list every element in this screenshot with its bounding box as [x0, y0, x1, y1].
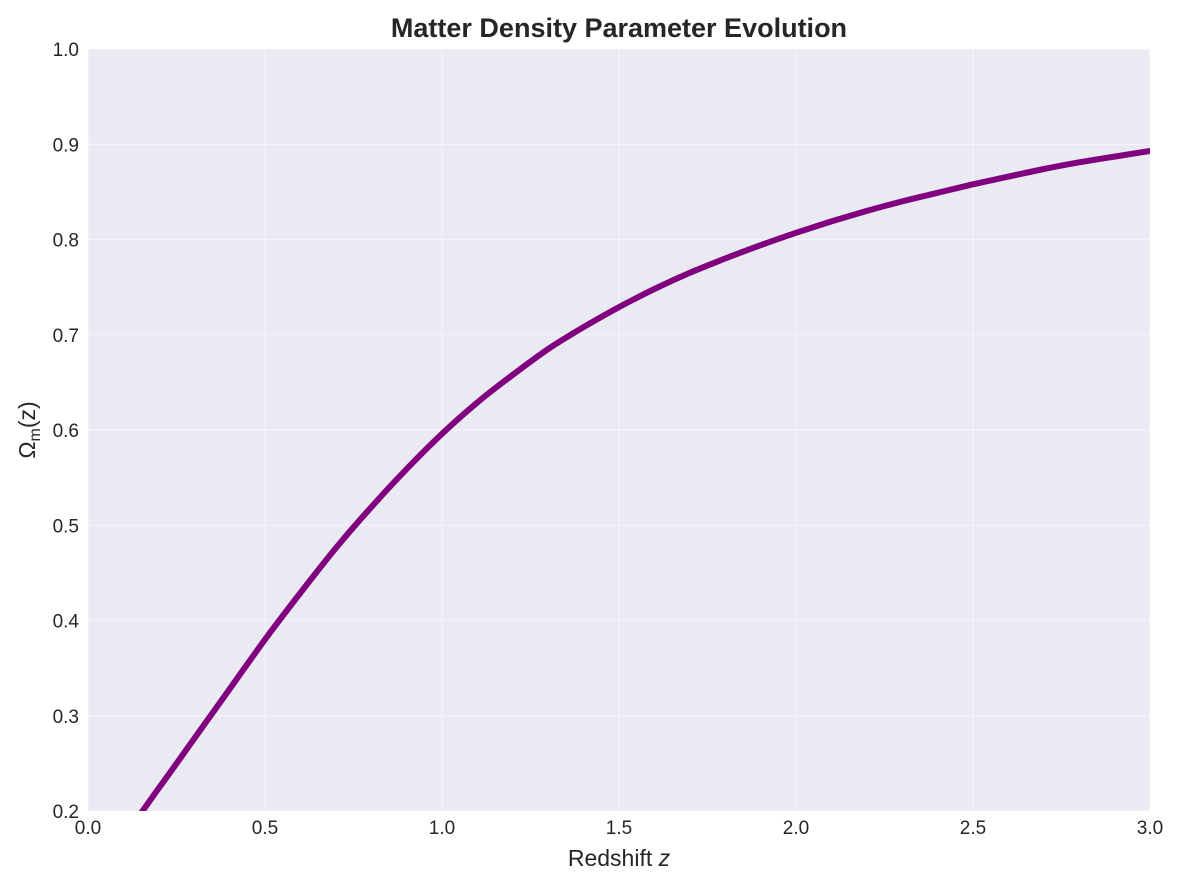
y-tick-label: 0.2	[53, 802, 79, 823]
y-axis-label-symbol: Ω	[14, 441, 40, 458]
y-tick-label: 0.4	[53, 612, 80, 633]
y-tick-label: 0.6	[53, 421, 79, 442]
x-axis-ticks: 0.0 0.5 1.0 1.5 2.0 2.5 3.0	[75, 818, 1163, 839]
x-tick-label: 1.0	[429, 818, 455, 839]
y-tick-label: 0.9	[53, 135, 79, 156]
series-layer	[138, 147, 1150, 811]
y-axis-label: Ωm(z)	[14, 401, 44, 458]
y-tick-label: 1.0	[53, 40, 79, 61]
omega-m-series-line	[138, 147, 1150, 811]
x-tick-label: 0.0	[75, 818, 101, 839]
y-axis-label-argument: (z)	[14, 401, 40, 428]
x-axis-label: Redshift z	[568, 845, 671, 871]
y-tick-label: 0.7	[53, 326, 79, 347]
x-tick-label: 2.5	[960, 818, 986, 839]
x-tick-label: 2.0	[783, 818, 809, 839]
x-axis-label-text: Redshift	[568, 845, 659, 871]
y-tick-label: 0.3	[53, 707, 79, 728]
x-tick-label: 3.0	[1137, 818, 1163, 839]
y-axis-label-subscript: m	[27, 428, 44, 441]
y-axis-ticks: 0.2 0.3 0.4 0.5 0.6 0.7 0.8 0.9 1.0	[53, 40, 80, 823]
y-tick-label: 0.5	[53, 516, 79, 537]
x-axis-label-variable: z	[658, 845, 671, 871]
x-tick-label: 1.5	[606, 818, 632, 839]
grid-lines	[87, 48, 1151, 812]
chart-title: Matter Density Parameter Evolution	[391, 13, 847, 43]
x-tick-label: 0.5	[252, 818, 278, 839]
y-tick-label: 0.8	[53, 231, 79, 252]
